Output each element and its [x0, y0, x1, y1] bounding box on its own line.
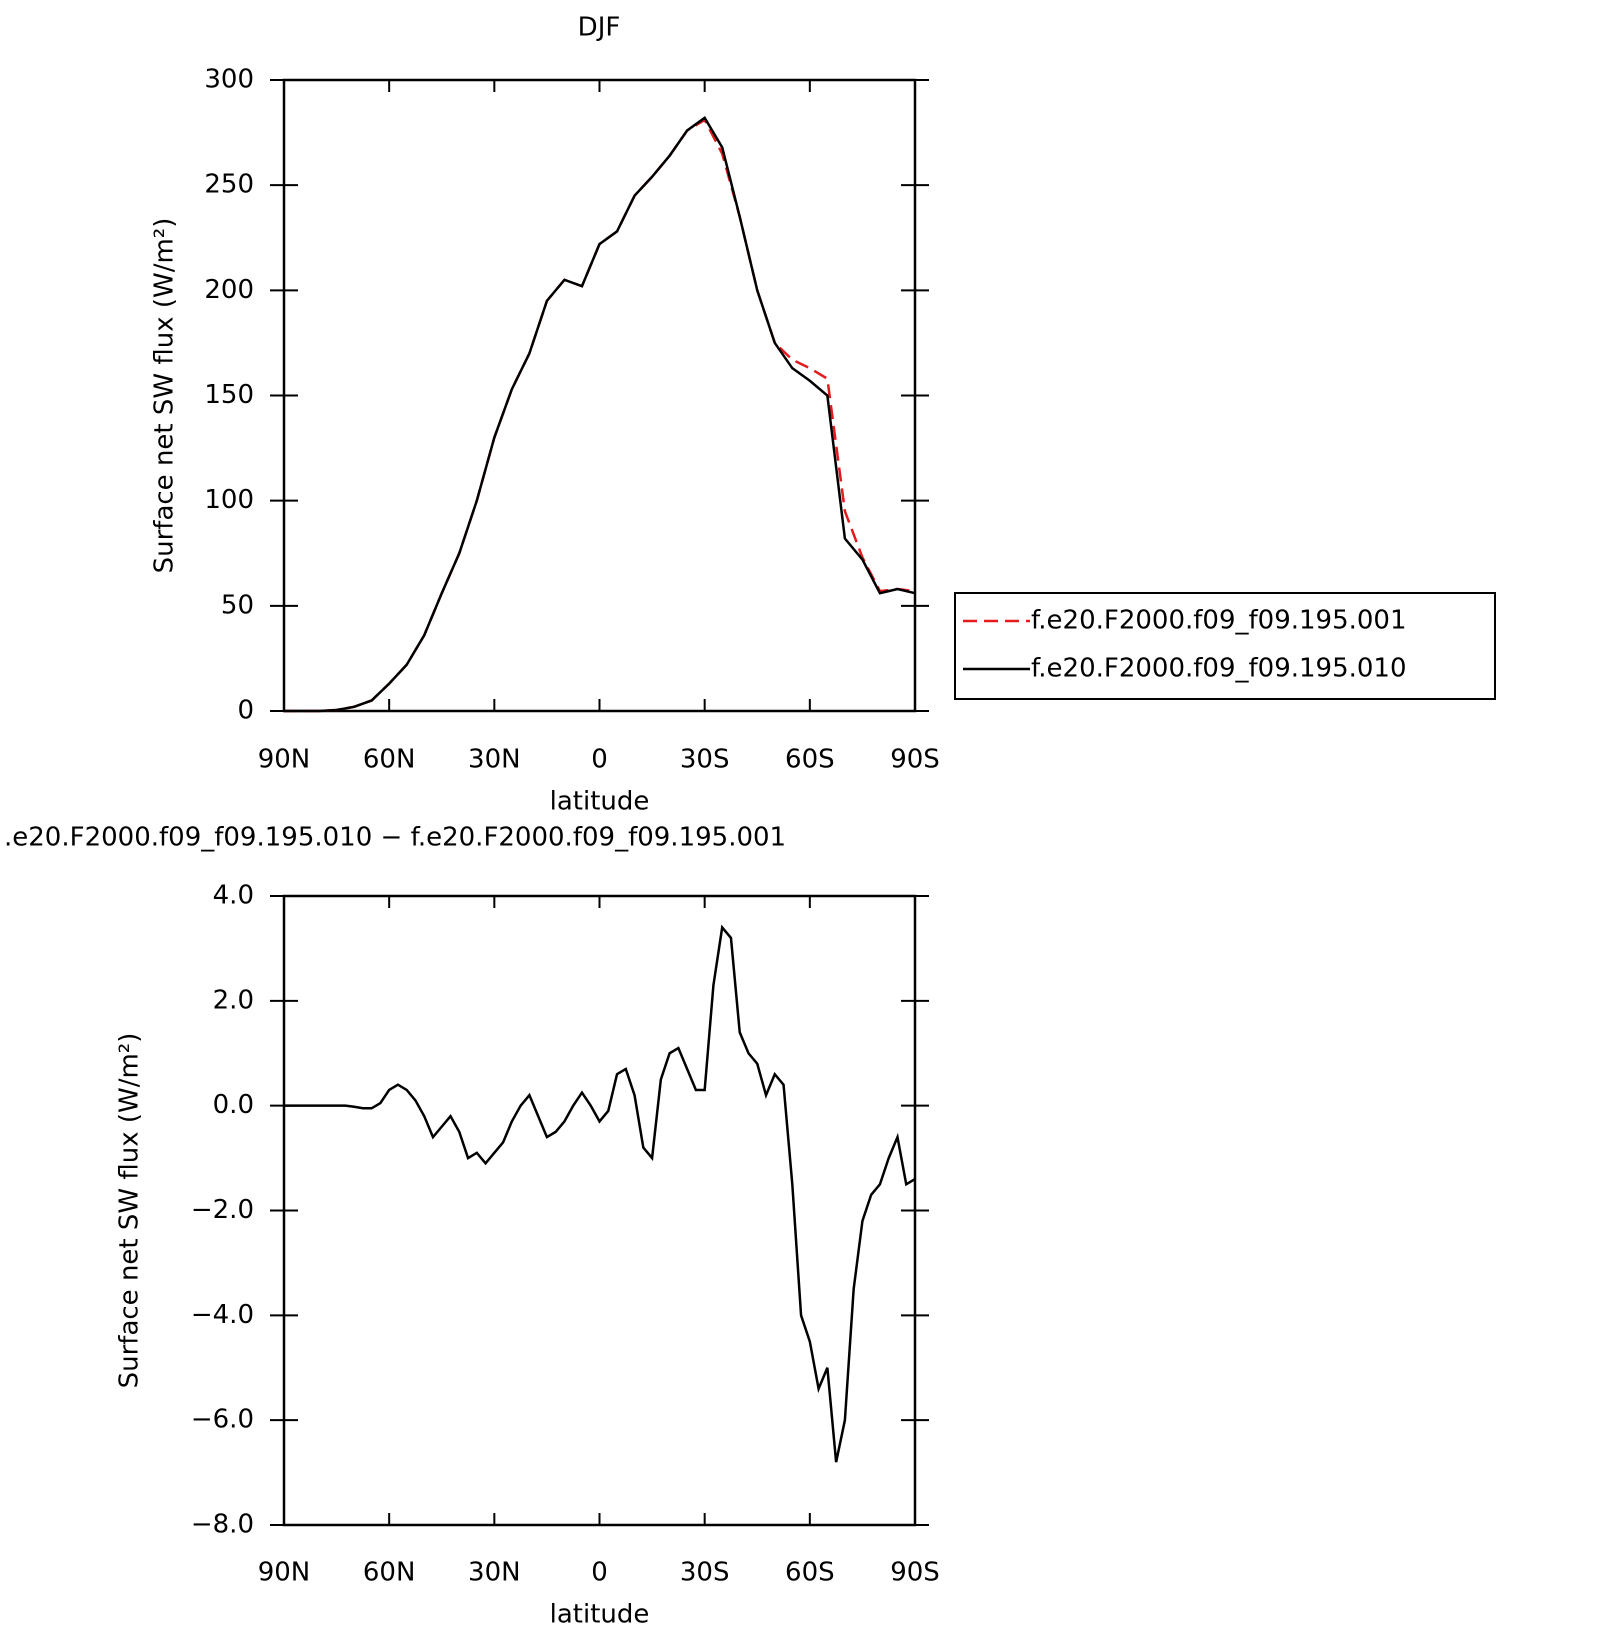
- y-axis-label: Surface net SW flux (W/m²): [150, 218, 180, 574]
- x-tick-label: 90S: [890, 1558, 940, 1588]
- x-axis-label: latitude: [550, 1600, 650, 1630]
- x-tick-label: 60S: [785, 1558, 835, 1588]
- y-tick-label: 250: [204, 170, 254, 200]
- x-axis-label: latitude: [550, 787, 650, 817]
- y-tick-label: 150: [204, 380, 254, 410]
- y-axis-label: Surface net SW flux (W/m²): [115, 1033, 145, 1389]
- x-tick-label: 90N: [258, 745, 311, 775]
- y-tick-label: 50: [221, 590, 254, 620]
- y-tick-label: −4.0: [191, 1300, 254, 1330]
- y-tick-label: 0.0: [213, 1090, 254, 1120]
- legend-box: [954, 592, 1496, 700]
- x-tick-label: 30N: [468, 745, 521, 775]
- y-tick-label: 2.0: [213, 985, 254, 1015]
- x-tick-label: 60N: [363, 1558, 416, 1588]
- y-tick-label: 200: [204, 275, 254, 305]
- x-tick-label: 90S: [890, 745, 940, 775]
- y-tick-label: −6.0: [191, 1405, 254, 1435]
- x-tick-label: 60N: [363, 745, 416, 775]
- x-tick-label: 30N: [468, 1558, 521, 1588]
- x-tick-label: 30S: [680, 745, 730, 775]
- y-tick-label: 300: [204, 65, 254, 95]
- data-line: [284, 118, 916, 713]
- x-tick-label: 60S: [785, 745, 835, 775]
- chart-title: DJF: [578, 13, 621, 43]
- plot-frame: [282, 78, 917, 713]
- x-tick-label: 30S: [680, 1558, 730, 1588]
- y-tick-label: −2.0: [191, 1195, 254, 1225]
- y-tick-label: 0: [237, 696, 254, 726]
- legend-label: f.e20.F2000.f09_f09.195.001: [1031, 606, 1407, 636]
- plot-frame: [282, 894, 917, 1527]
- data-line: [284, 924, 916, 1463]
- data-line: [284, 116, 916, 713]
- x-tick-label: 0: [591, 745, 608, 775]
- chart-title: .e20.F2000.f09_f09.195.010 − f.e20.F2000…: [4, 823, 786, 853]
- y-tick-label: −8.0: [191, 1510, 254, 1540]
- y-tick-label: 4.0: [213, 881, 254, 911]
- x-tick-label: 90N: [258, 1558, 311, 1588]
- legend-label: f.e20.F2000.f09_f09.195.010: [1031, 654, 1407, 684]
- y-tick-label: 100: [204, 485, 254, 515]
- x-tick-label: 0: [591, 1558, 608, 1588]
